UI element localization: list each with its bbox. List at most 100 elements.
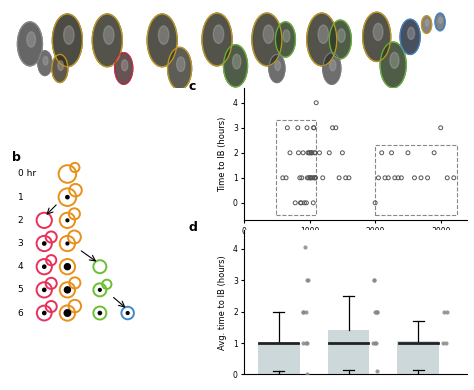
Point <box>307 175 314 181</box>
Circle shape <box>52 54 68 83</box>
Circle shape <box>408 27 415 39</box>
Point <box>381 175 389 181</box>
Point <box>332 125 340 131</box>
Circle shape <box>373 23 383 41</box>
Bar <box>258 343 300 374</box>
Circle shape <box>168 47 191 90</box>
Text: 5: 5 <box>18 285 23 294</box>
Point <box>302 308 310 315</box>
Point <box>303 277 310 284</box>
Circle shape <box>283 30 290 42</box>
Text: 6: 6 <box>18 308 23 317</box>
Point <box>294 125 301 131</box>
Circle shape <box>177 57 185 72</box>
Circle shape <box>38 51 52 76</box>
Circle shape <box>329 60 336 71</box>
Point <box>417 175 425 181</box>
Point <box>304 340 311 346</box>
Circle shape <box>213 25 224 43</box>
Text: 0 hr: 0 hr <box>18 170 36 179</box>
Text: 1: 1 <box>18 193 23 202</box>
Circle shape <box>99 289 101 291</box>
Point <box>301 244 309 250</box>
Bar <box>397 342 439 374</box>
Circle shape <box>66 195 69 199</box>
Circle shape <box>43 265 46 268</box>
Circle shape <box>224 45 247 87</box>
Circle shape <box>103 26 114 44</box>
Point <box>345 175 353 181</box>
Point <box>282 175 290 181</box>
Circle shape <box>43 311 46 315</box>
Point <box>335 175 343 181</box>
Point <box>283 125 291 131</box>
Circle shape <box>158 26 169 44</box>
Text: 4: 4 <box>18 262 23 271</box>
Circle shape <box>275 61 281 71</box>
Point <box>404 150 412 156</box>
Point <box>326 150 333 156</box>
Circle shape <box>329 20 351 59</box>
Circle shape <box>66 242 69 245</box>
Point <box>437 125 445 131</box>
Point <box>410 175 418 181</box>
Circle shape <box>425 20 429 26</box>
Point <box>384 175 392 181</box>
Point <box>374 175 382 181</box>
Circle shape <box>27 32 36 47</box>
Circle shape <box>263 25 273 43</box>
Point <box>430 150 438 156</box>
Point <box>378 150 385 156</box>
Point <box>342 175 349 181</box>
Text: 3: 3 <box>18 239 23 248</box>
Bar <box>276 120 316 215</box>
Point <box>304 277 312 284</box>
Point <box>370 277 378 284</box>
Point <box>305 150 313 156</box>
Circle shape <box>252 13 282 66</box>
Circle shape <box>98 311 101 315</box>
Point <box>310 200 317 206</box>
Point <box>299 340 307 346</box>
Point <box>424 175 431 181</box>
Point <box>295 150 302 156</box>
Point <box>308 150 316 156</box>
Point <box>312 175 319 181</box>
Point <box>301 200 308 206</box>
Text: b: b <box>12 151 21 164</box>
Point <box>372 308 379 315</box>
Point <box>298 175 306 181</box>
Circle shape <box>64 287 71 293</box>
Point <box>297 200 305 206</box>
Circle shape <box>202 13 232 66</box>
Point <box>302 200 310 206</box>
Point <box>308 175 315 181</box>
Circle shape <box>64 310 71 316</box>
Circle shape <box>233 54 241 69</box>
Circle shape <box>421 16 432 33</box>
Circle shape <box>121 60 128 71</box>
Circle shape <box>269 54 285 83</box>
Circle shape <box>115 53 133 84</box>
Point <box>303 175 311 181</box>
Point <box>286 150 294 156</box>
Point <box>373 340 380 346</box>
Y-axis label: Avg. time to IB (hours): Avg. time to IB (hours) <box>219 255 228 349</box>
Point <box>371 200 379 206</box>
Text: 2: 2 <box>18 216 23 225</box>
Point <box>372 340 379 346</box>
Circle shape <box>126 312 129 314</box>
Point <box>310 125 318 131</box>
Point <box>300 308 307 315</box>
Point <box>300 308 307 315</box>
Circle shape <box>318 25 328 43</box>
Y-axis label: Time to IB (hours): Time to IB (hours) <box>219 116 228 192</box>
Point <box>312 99 320 106</box>
Point <box>374 308 381 315</box>
Point <box>308 150 315 156</box>
Point <box>307 150 315 156</box>
Circle shape <box>380 42 406 88</box>
X-axis label: Cytoplasmic intensity (AU): Cytoplasmic intensity (AU) <box>300 241 411 250</box>
Point <box>329 125 337 131</box>
Point <box>303 371 310 378</box>
